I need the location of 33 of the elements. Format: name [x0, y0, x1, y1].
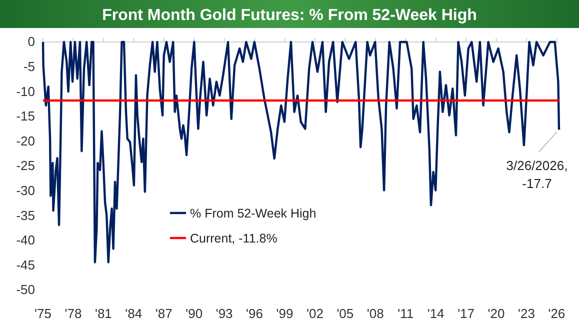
- y-tick-label: -35: [16, 208, 35, 223]
- y-tick-label: 0: [28, 34, 35, 50]
- y-tick-label: -15: [16, 108, 35, 124]
- x-tick-label: '99: [276, 306, 294, 322]
- x-tick-label: '05: [336, 306, 354, 322]
- x-tick-label: '20: [488, 306, 505, 322]
- x-tick-label: '87: [155, 306, 172, 322]
- x-tick-label: '93: [216, 306, 233, 322]
- y-tick-label: -40: [16, 232, 35, 248]
- x-tick-label: '84: [125, 306, 142, 322]
- x-tick-label: '81: [94, 306, 112, 322]
- x-tick-label: '23: [518, 306, 535, 322]
- y-tick-label: -30: [16, 182, 35, 198]
- chart-title: Front Month Gold Futures: % From 52-Week High: [102, 7, 477, 24]
- x-tick-label: '78: [64, 306, 82, 322]
- y-tick-label: -20: [16, 133, 35, 148]
- x-tick-label: '11: [398, 306, 414, 322]
- x-tick-label: '17: [458, 306, 475, 322]
- x-tick-label: '96: [246, 306, 263, 322]
- y-tick-label: -50: [16, 282, 35, 298]
- legend-label: Current, -11.8%: [190, 232, 278, 246]
- y-tick-label: -25: [16, 158, 35, 174]
- x-tick-label: '02: [306, 306, 324, 322]
- y-tick-label: -5: [23, 58, 35, 74]
- x-tick-label: '26: [548, 306, 566, 322]
- x-tick-label: '14: [427, 306, 444, 322]
- annotation: 3/26/2026, -17.7: [506, 158, 568, 191]
- legend-label: % From 52-Week High: [190, 206, 316, 220]
- y-tick-label: -45: [16, 257, 35, 272]
- x-tick-label: '75: [34, 306, 52, 322]
- y-tick-label: -10: [16, 84, 35, 99]
- x-tick-label: '90: [186, 306, 203, 322]
- x-tick-label: '08: [366, 306, 384, 322]
